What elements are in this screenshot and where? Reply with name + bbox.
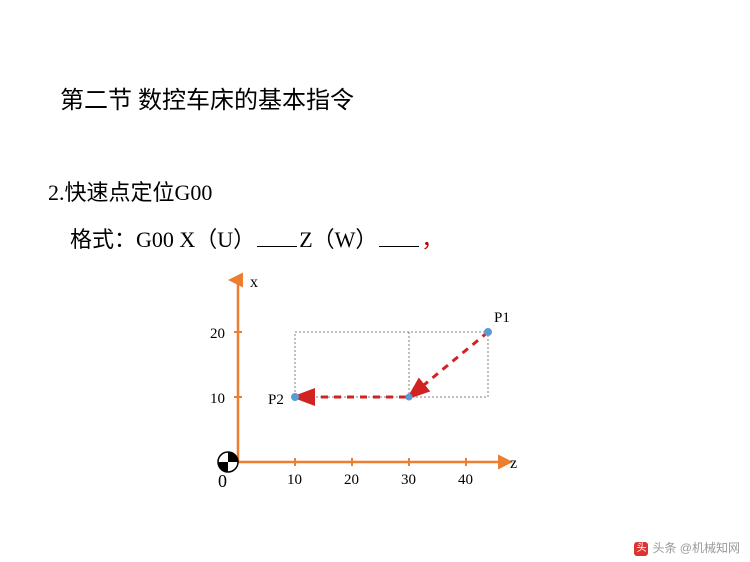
format-comma: ， [421,227,443,252]
svg-text:20: 20 [344,472,359,488]
svg-text:40: 40 [458,472,473,488]
label-p2: P2 [268,392,284,408]
label-p1: P1 [494,310,510,326]
point-p2 [291,393,299,401]
y-axis-label: x [250,274,258,291]
origin-label: 0 [218,471,227,491]
format-line: 格式：G00 X（U） Z（W） ， [70,222,443,254]
svg-text:30: 30 [401,472,416,488]
blank-2 [379,246,419,247]
motion-path [300,332,488,397]
watermark-icon: 头 [634,542,648,556]
svg-text:10: 10 [210,391,225,407]
origin-marker [218,452,238,472]
g00-diagram: 0 x z 10 20 10 20 30 40 P1 P2 [188,272,528,512]
format-mid: Z（W） [299,227,377,252]
format-cmd: G00 X（U） [136,227,255,252]
watermark-text: 头条 @机械知网 [652,541,740,555]
point-mid [406,394,413,401]
svg-text:20: 20 [210,326,225,342]
z-axis-label: z [510,455,517,472]
point-p1 [484,328,492,336]
watermark: 头头条 @机械知网 [634,539,740,556]
bounding-box [295,332,488,397]
section-title: 第二节 数控车床的基本指令 [60,80,354,115]
blank-1 [257,246,297,247]
item-subtitle: 2.快速点定位G00 [48,175,212,207]
svg-text:10: 10 [287,472,302,488]
format-prefix: 格式： [70,227,136,252]
